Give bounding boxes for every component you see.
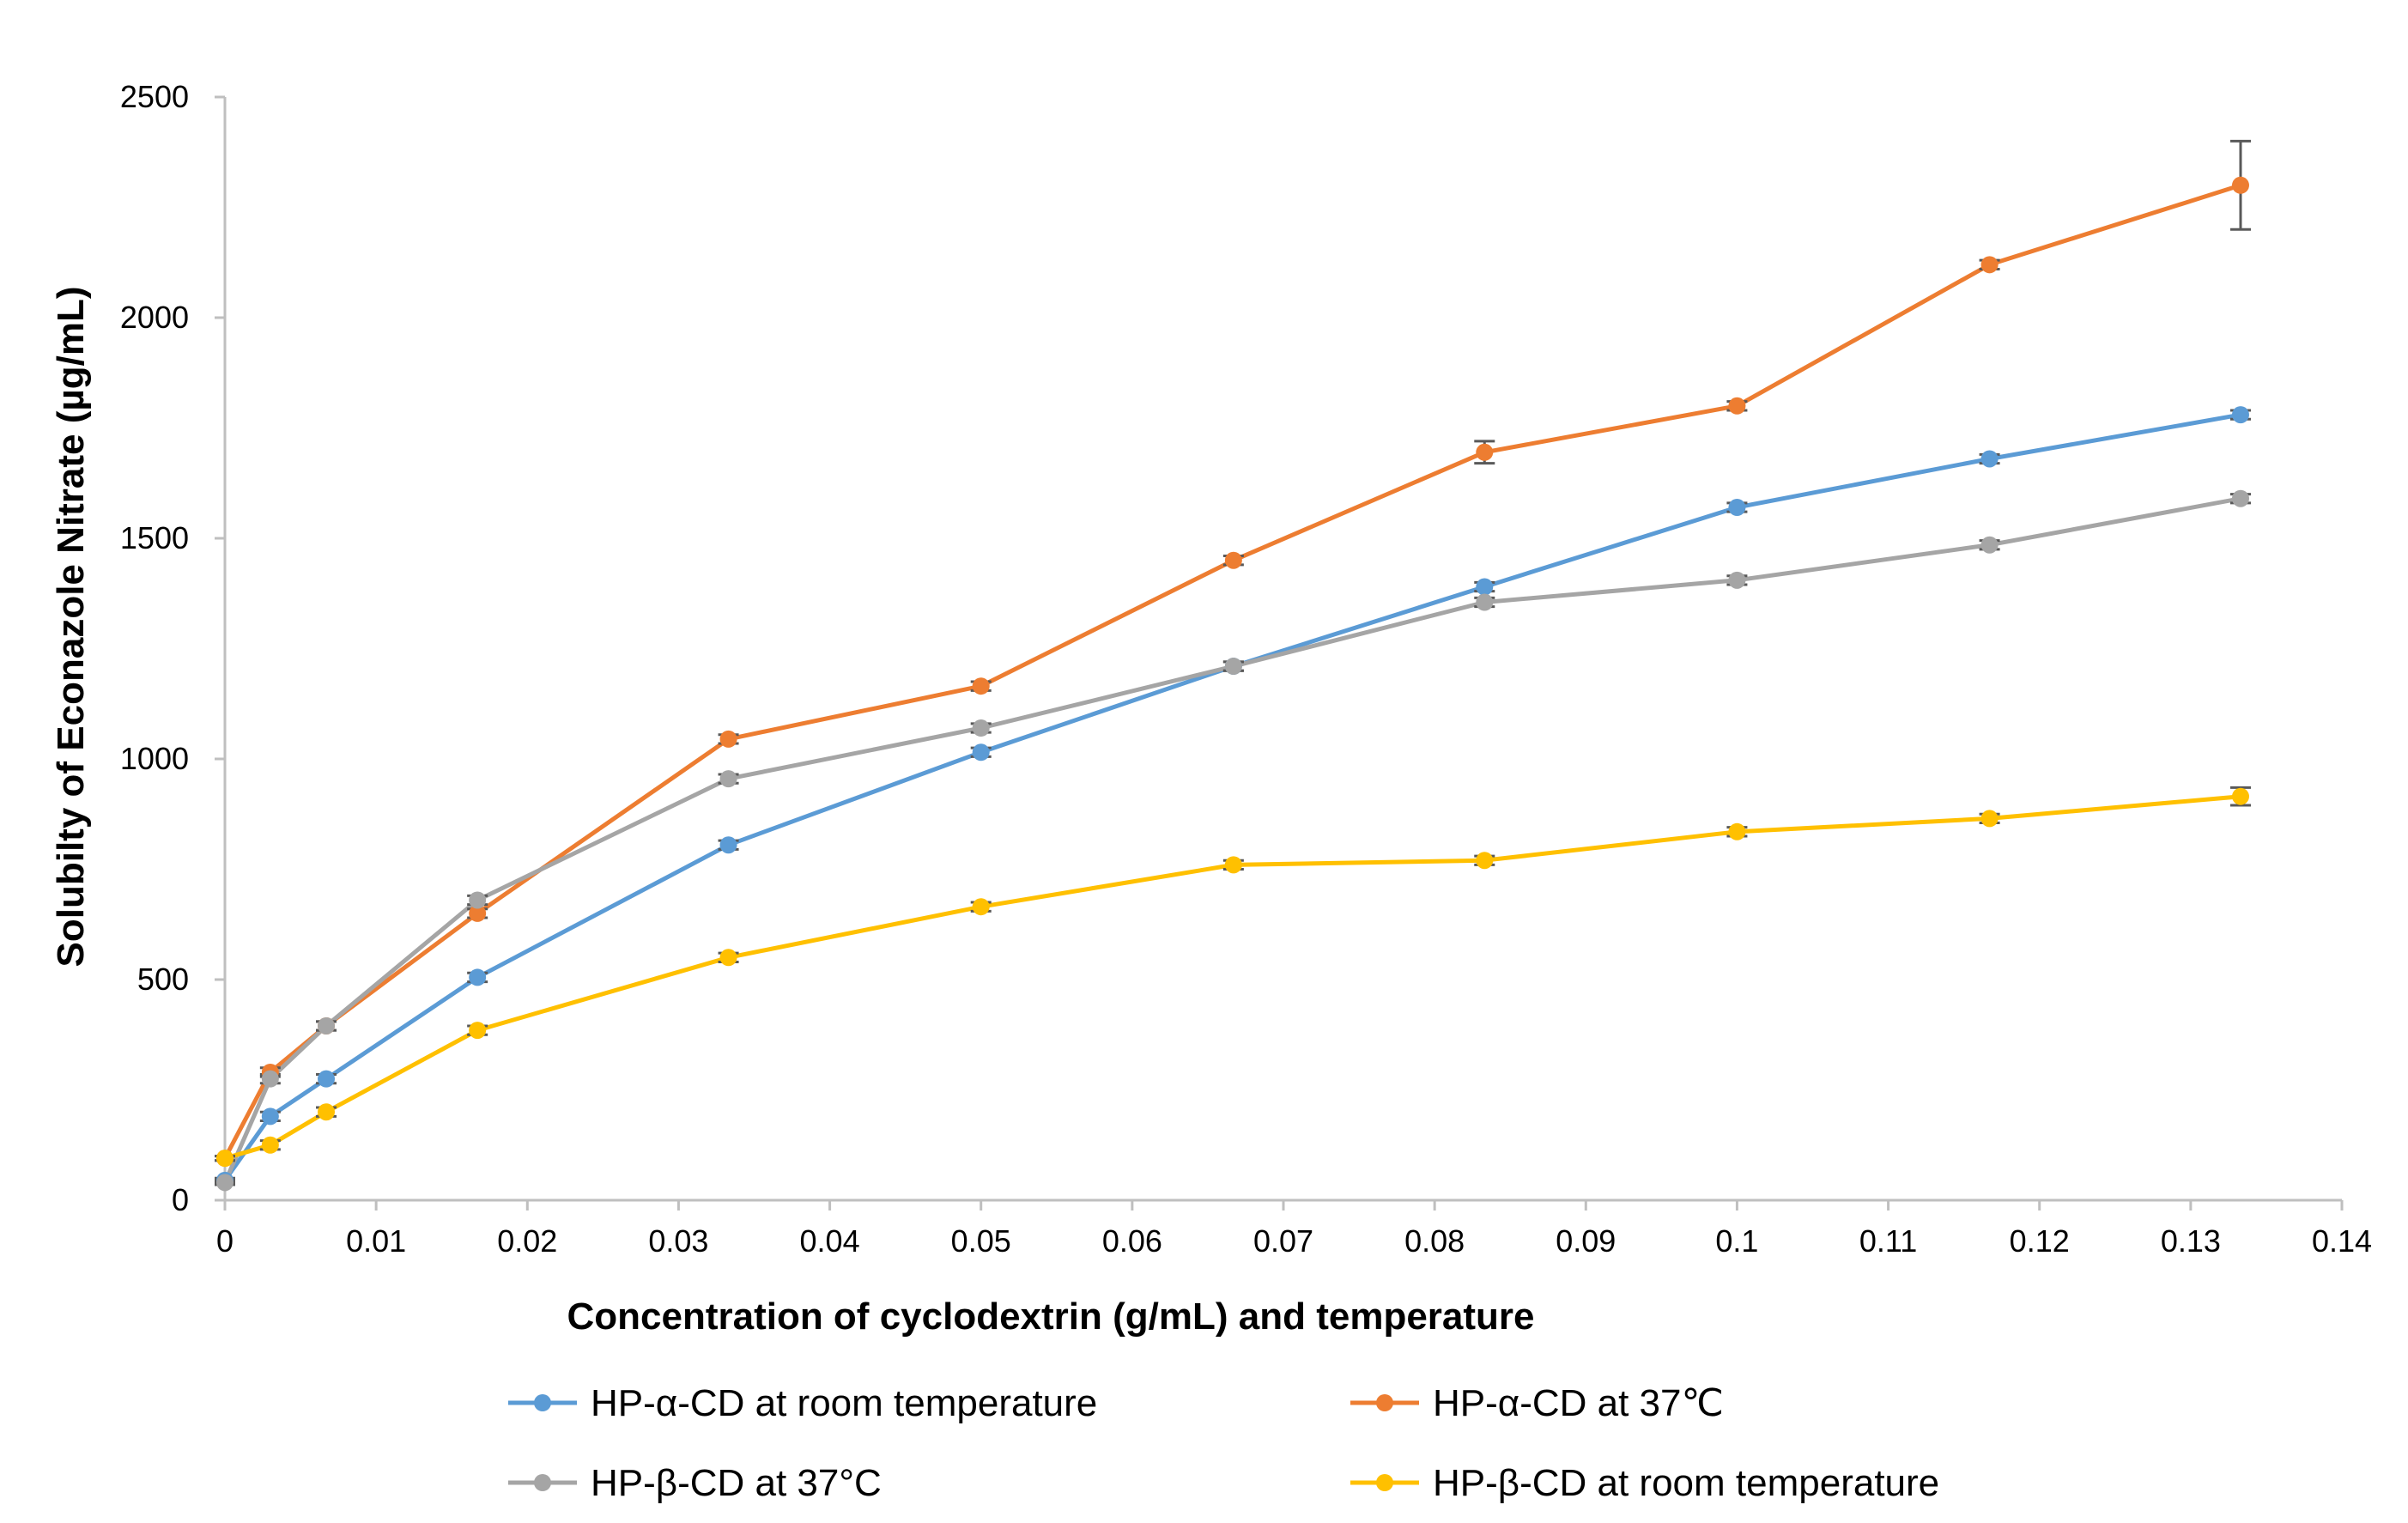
data-point — [1728, 571, 1746, 589]
data-point — [261, 1136, 279, 1154]
legend-label: HP-β-CD at 37°C — [591, 1462, 882, 1504]
legend-swatch-marker — [1376, 1394, 1393, 1411]
data-point — [216, 1150, 234, 1168]
legend-label: HP-α-CD at room temperature — [591, 1382, 1097, 1424]
x-tick-label: 0.11 — [1859, 1223, 1917, 1259]
y-tick-label: 2500 — [120, 79, 189, 114]
data-point — [719, 770, 737, 788]
data-point — [2231, 489, 2249, 507]
data-point — [1980, 536, 1999, 554]
legend-swatch-marker — [1376, 1474, 1393, 1491]
x-tick-label: 0.13 — [2161, 1223, 2221, 1259]
data-point — [2231, 787, 2249, 805]
x-tick-label: 0.14 — [2312, 1223, 2372, 1259]
legend-label: HP-β-CD at room temperature — [1433, 1462, 1939, 1504]
x-tick-label: 0.03 — [648, 1223, 708, 1259]
data-point — [469, 904, 487, 922]
data-point — [469, 968, 487, 986]
data-point — [972, 743, 990, 762]
data-point — [1476, 852, 1494, 870]
data-point — [318, 1016, 336, 1035]
x-tick-label: 0.05 — [951, 1223, 1011, 1259]
series-line-2 — [222, 496, 2241, 1184]
data-point — [1980, 810, 1999, 828]
x-tick-label: 0.07 — [1253, 1223, 1313, 1259]
y-tick-label: 1500 — [120, 520, 189, 555]
series-line-3 — [224, 794, 2241, 1161]
data-point — [216, 1174, 234, 1192]
data-point — [972, 898, 990, 916]
tick-labels: 0 500 1000 1500 2000 2500 0 0.01 0.02 0.03 0.04 0.0… — [120, 79, 2372, 1259]
data-point — [719, 949, 737, 967]
x-tick-label: 0.09 — [1556, 1223, 1616, 1259]
data-point — [1224, 658, 1242, 676]
x-tick-label: 0.01 — [346, 1223, 406, 1259]
x-tick-label: 0.02 — [497, 1223, 557, 1259]
x-tick-label: 0.06 — [1102, 1223, 1162, 1259]
data-point — [719, 730, 737, 748]
data-point — [972, 677, 990, 695]
data-point — [719, 836, 737, 854]
data-point — [1728, 499, 1746, 517]
x-tick-label: 0.08 — [1404, 1223, 1465, 1259]
x-tick-label: 0.1 — [1715, 1223, 1758, 1259]
legend-swatch-marker — [534, 1474, 551, 1491]
data-point — [1224, 551, 1242, 569]
series-line-0 — [222, 412, 2241, 1182]
data-point — [261, 1070, 279, 1088]
y-tick-label: 0 — [172, 1182, 189, 1217]
data-point — [1728, 822, 1746, 840]
legend-swatch-marker — [534, 1394, 551, 1411]
x-tick-label: 0.04 — [800, 1223, 860, 1259]
x-tick-label: 0.12 — [2010, 1223, 2070, 1259]
data-point — [318, 1103, 336, 1121]
y-axis-title: Solubilty of Econazole Nitrate (µg/mL) — [50, 287, 92, 968]
data-point — [1476, 578, 1494, 596]
data-point — [1980, 450, 1999, 468]
data-point — [1476, 593, 1494, 611]
data-point — [2231, 406, 2249, 424]
x-tick-label: 0 — [216, 1223, 234, 1259]
data-point — [1476, 443, 1494, 461]
data-point — [1980, 256, 1999, 274]
legend: HP-α-CD at room temperature HP-α-CD at 37… — [508, 1382, 1939, 1504]
data-point — [469, 1022, 487, 1040]
y-tick-label: 2000 — [120, 300, 189, 335]
y-tick-label: 1000 — [120, 741, 189, 776]
data-markers — [216, 176, 2249, 1192]
data-point — [972, 719, 990, 737]
data-point — [469, 891, 487, 909]
data-point — [2231, 176, 2249, 194]
series-layer — [222, 183, 2241, 1184]
x-axis-title: Concentration of cyclodextrin (g/mL) and… — [567, 1295, 1534, 1338]
legend-label: HP-α-CD at 37℃ — [1433, 1382, 1724, 1424]
data-point — [1224, 856, 1242, 874]
data-point — [261, 1107, 279, 1126]
data-point — [318, 1070, 336, 1088]
y-tick-label: 500 — [137, 962, 189, 997]
axes — [215, 95, 2344, 1211]
data-point — [1728, 397, 1746, 415]
